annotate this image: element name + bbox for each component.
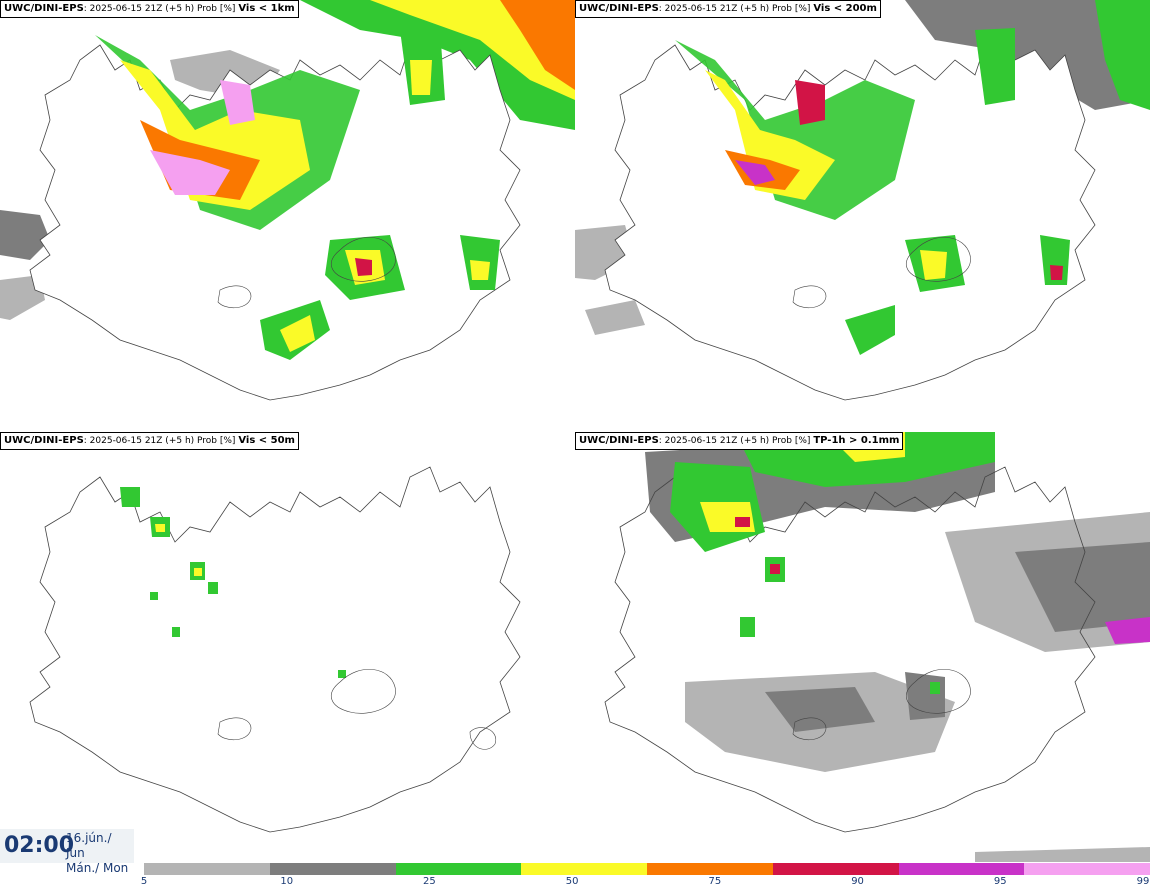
- panel-title: UWC/DINI-EPS: 2025-06-15 21Z (+5 h) Prob…: [0, 0, 299, 18]
- iceland-map-vis-1km: [0, 0, 575, 401]
- panel-title: UWC/DINI-EPS: 2025-06-15 21Z (+5 h) Prob…: [575, 432, 904, 450]
- valid-date: 16.jún./ Jun Mán./ Mon: [66, 831, 134, 876]
- colorbar-tick-label: 90: [851, 876, 864, 887]
- colorbar-segment: [395, 863, 522, 875]
- model-name: UWC/DINI-EPS: [4, 3, 84, 14]
- colorbar-segment: [269, 863, 396, 875]
- iceland-map-vis-200m: [575, 0, 1150, 401]
- model-name: UWC/DINI-EPS: [579, 435, 659, 446]
- valid-time-box: 02:00 16.jún./ Jun Mán./ Mon: [0, 829, 134, 875]
- map-panel-vis-50m: UWC/DINI-EPS: 2025-06-15 21Z (+5 h) Prob…: [0, 432, 575, 862]
- colorbar-tick-label: 50: [565, 876, 579, 887]
- variable-name: Vis < 1km: [238, 3, 295, 14]
- colorbar-segment: [144, 863, 270, 875]
- colorbar-tick-label: 5: [140, 876, 148, 887]
- colorbar-segment: [898, 863, 1025, 875]
- colorbar-segment: [1024, 863, 1150, 875]
- run-info: : 2025-06-15 21Z (+5 h) Prob [%]: [83, 436, 236, 446]
- run-info: : 2025-06-15 21Z (+5 h) Prob [%]: [658, 4, 811, 14]
- model-name: UWC/DINI-EPS: [4, 435, 84, 446]
- colorbar-tick-label: 99: [1136, 876, 1150, 887]
- colorbar-tick-label: 95: [993, 876, 1007, 887]
- model-name: UWC/DINI-EPS: [579, 3, 659, 14]
- valid-date-line2: Mán./ Mon: [66, 861, 129, 875]
- map-panel-vis-1km: UWC/DINI-EPS: 2025-06-15 21Z (+5 h) Prob…: [0, 0, 575, 430]
- colorbar-tick-label: 25: [423, 876, 436, 887]
- iceland-map-vis-50m: [29, 466, 521, 833]
- colorbar-tick-label: 10: [280, 876, 294, 887]
- variable-name: Vis < 50m: [238, 435, 295, 446]
- colorbar-segment: [647, 863, 773, 875]
- variable-name: Vis < 200m: [813, 3, 877, 14]
- colorbar-segment: [772, 863, 899, 875]
- iceland-map-tp-1h: [604, 432, 1150, 862]
- colorbar-tick-label: 75: [708, 876, 722, 887]
- run-info: : 2025-06-15 21Z (+5 h) Prob [%]: [658, 436, 811, 446]
- panel-title: UWC/DINI-EPS: 2025-06-15 21Z (+5 h) Prob…: [575, 0, 881, 18]
- map-panel-vis-200m: UWC/DINI-EPS: 2025-06-15 21Z (+5 h) Prob…: [575, 0, 1150, 430]
- probability-colorbar: [144, 863, 1150, 875]
- variable-name: TP-1h > 0.1mm: [813, 435, 900, 446]
- run-info: : 2025-06-15 21Z (+5 h) Prob [%]: [83, 4, 236, 14]
- valid-date-line1: 16.jún./ Jun: [66, 831, 112, 860]
- valid-time: 02:00: [4, 833, 75, 858]
- map-panel-tp-1h: UWC/DINI-EPS: 2025-06-15 21Z (+5 h) Prob…: [575, 432, 1150, 862]
- colorbar-ticks: 5 10 25 50 75 90 95 99: [0, 876, 1150, 890]
- panel-title: UWC/DINI-EPS: 2025-06-15 21Z (+5 h) Prob…: [0, 432, 299, 450]
- colorbar-segment: [521, 863, 647, 875]
